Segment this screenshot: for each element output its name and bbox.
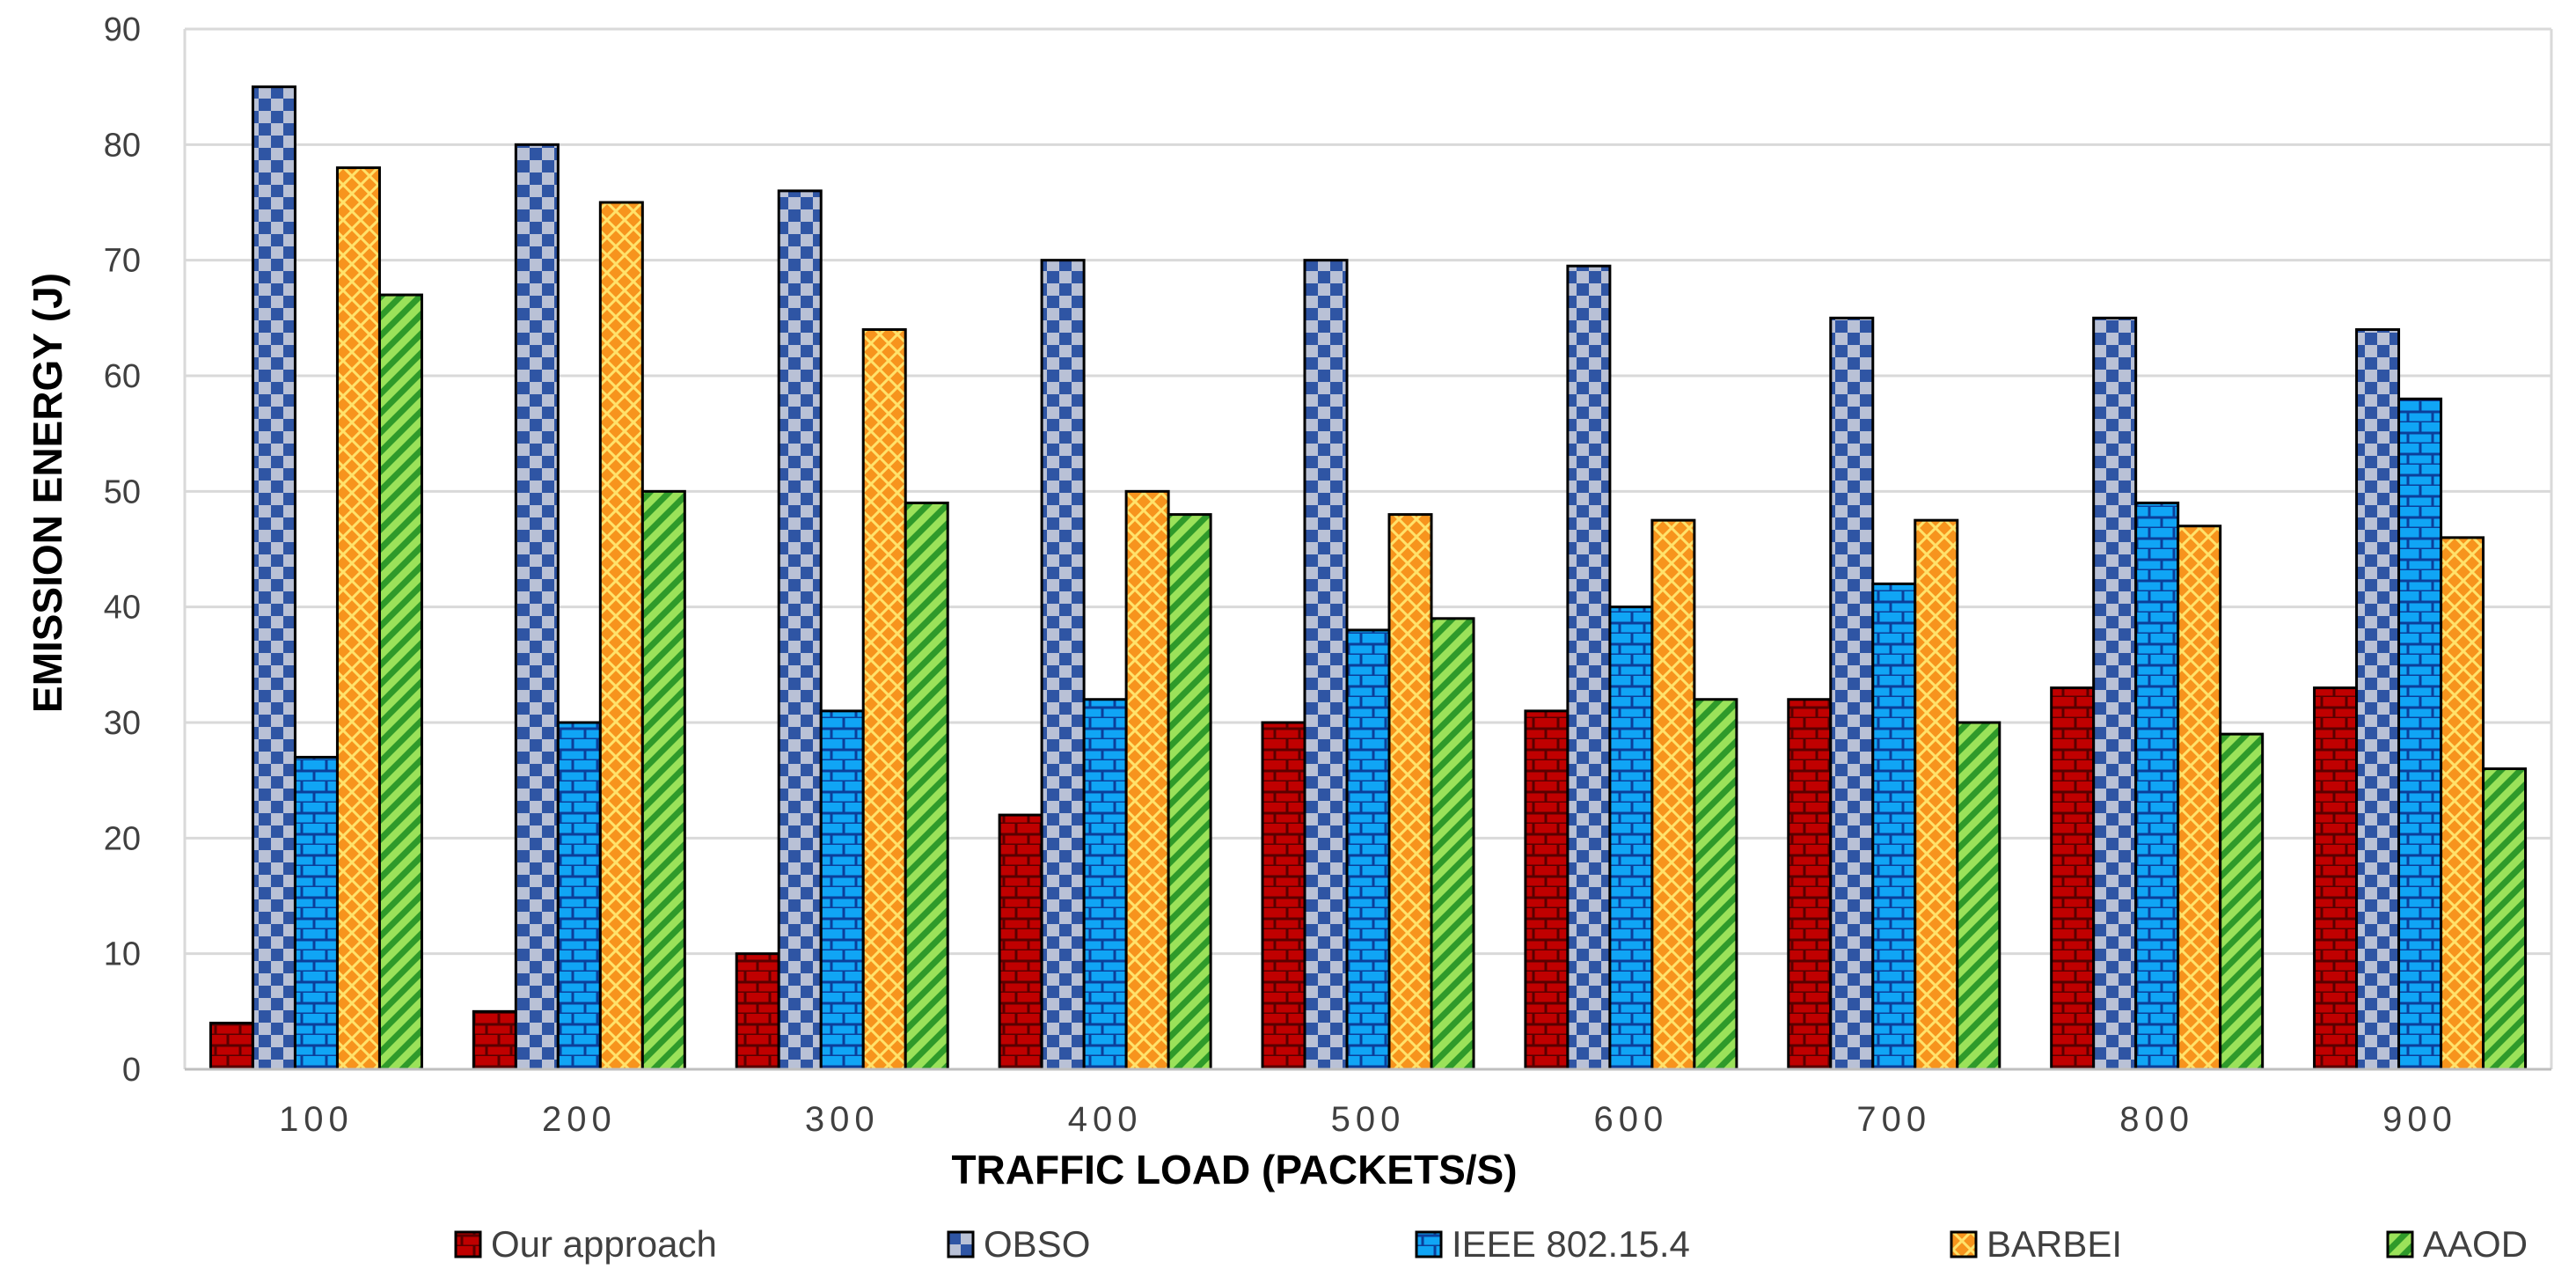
legend-label: BARBEI [1987, 1223, 2122, 1265]
legend-item-aaod: AAOD [2386, 1223, 2528, 1265]
bar-our-approach-500 [1261, 721, 1306, 1071]
bar-aaod-100 [377, 293, 423, 1071]
bar-aaod-400 [1167, 513, 1212, 1071]
bar-obso-400 [1040, 259, 1086, 1071]
bar-barbei-100 [335, 166, 381, 1071]
bar-our-approach-900 [2313, 686, 2359, 1071]
y-axis-title: EMISSION ENERGY (J) [25, 273, 70, 713]
legend-item-barbei: BARBEI [1950, 1223, 2122, 1265]
bar-aaod-700 [1956, 721, 2002, 1071]
y-tick-label: 90 [104, 11, 141, 48]
x-axis-title: TRAFFIC LOAD (PACKETS/S) [951, 1147, 1517, 1192]
x-tick-label: 300 [805, 1100, 880, 1139]
bar-ieee-802-15-4-200 [556, 721, 602, 1071]
legend-label: IEEE 802.15.4 [1452, 1223, 1690, 1265]
y-tick-label: 60 [104, 358, 141, 395]
bar-barbei-700 [1914, 518, 1959, 1071]
y-tick-label: 80 [104, 127, 141, 164]
x-tick-label: 400 [1068, 1100, 1143, 1139]
bar-obso-500 [1303, 259, 1349, 1071]
bar-barbei-600 [1650, 518, 1696, 1071]
y-tick-label: 20 [104, 820, 141, 857]
bar-obso-900 [2355, 327, 2401, 1071]
bar-obso-800 [2092, 316, 2138, 1071]
bar-group-500 [1261, 259, 1475, 1071]
legend-label: AAOD [2423, 1223, 2528, 1265]
bar-ieee-802-15-4-900 [2397, 397, 2443, 1071]
legend-label: Our approach [491, 1223, 717, 1265]
bar-ieee-802-15-4-400 [1082, 698, 1128, 1071]
bar-group-700 [1787, 316, 2002, 1071]
bar-our-approach-200 [472, 1009, 517, 1071]
bar-obso-600 [1566, 264, 1612, 1071]
bar-obso-700 [1829, 316, 1875, 1071]
x-tick-label: 500 [1331, 1100, 1406, 1139]
x-tick-label: 600 [1594, 1100, 1669, 1139]
bar-barbei-800 [2177, 525, 2222, 1071]
bar-group-100 [209, 85, 423, 1071]
bar-barbei-500 [1387, 513, 1433, 1071]
bar-ieee-802-15-4-100 [293, 755, 339, 1071]
legend-swatch [947, 1230, 975, 1258]
bar-obso-200 [514, 143, 560, 1071]
bar-obso-300 [777, 189, 823, 1071]
y-tick-label: 30 [104, 705, 141, 742]
bar-our-approach-700 [1787, 698, 1833, 1071]
bar-barbei-900 [2440, 536, 2485, 1071]
bar-aaod-300 [904, 501, 949, 1071]
y-tick-label: 0 [122, 1052, 141, 1089]
legend-item-obso: OBSO [947, 1223, 1090, 1265]
bar-aaod-500 [1430, 617, 1475, 1071]
bar-ieee-802-15-4-600 [1608, 605, 1654, 1071]
legend-swatch [1415, 1230, 1443, 1258]
legend-item-our-approach: Our approach [454, 1223, 717, 1265]
bar-our-approach-800 [2050, 686, 2096, 1071]
y-tick-label: 10 [104, 936, 141, 973]
bar-our-approach-400 [998, 813, 1043, 1071]
bar-ieee-802-15-4-700 [1871, 582, 1917, 1071]
bar-ieee-802-15-4-800 [2134, 501, 2180, 1071]
bar-barbei-200 [598, 201, 644, 1071]
legend-swatch [2386, 1230, 2414, 1258]
bar-aaod-200 [640, 489, 686, 1071]
bar-aaod-600 [1693, 698, 1738, 1071]
bar-group-200 [472, 143, 686, 1071]
bar-barbei-300 [861, 327, 907, 1071]
bar-group-800 [2050, 316, 2265, 1071]
bar-aaod-900 [2482, 767, 2528, 1071]
bar-our-approach-100 [209, 1021, 254, 1071]
bar-our-approach-600 [1524, 709, 1570, 1071]
legend-swatch [454, 1230, 482, 1258]
x-tick-label: 700 [1856, 1100, 1931, 1139]
legend-swatch [1950, 1230, 1978, 1258]
y-axis-ticks: 0 10 20 30 40 50 60 70 80 90 [104, 11, 141, 1089]
legend: Our approach OBSO IEEE 802.15.4 BARBEI AAOD [454, 1223, 2528, 1265]
x-tick-label: 800 [2119, 1100, 2194, 1139]
bar-our-approach-300 [735, 952, 780, 1071]
bar-group-900 [2313, 327, 2528, 1071]
bar-barbei-400 [1124, 489, 1170, 1071]
y-tick-label: 50 [104, 473, 141, 510]
bar-aaod-800 [2219, 732, 2265, 1071]
x-tick-label: 200 [542, 1100, 617, 1139]
bar-ieee-802-15-4-500 [1345, 628, 1391, 1071]
bar-groups [209, 85, 2528, 1071]
x-tick-label: 900 [2382, 1100, 2457, 1139]
bar-ieee-802-15-4-300 [819, 709, 865, 1071]
y-tick-label: 70 [104, 243, 141, 280]
bar-group-300 [735, 189, 949, 1071]
legend-item-ieee-802-15-4: IEEE 802.15.4 [1415, 1223, 1690, 1265]
bar-group-400 [998, 259, 1212, 1071]
x-tick-label: 100 [279, 1100, 354, 1139]
x-axis-ticks: 100 200 300 400 500 600 700 800 900 [279, 1100, 2457, 1139]
bar-obso-100 [251, 85, 296, 1071]
legend-label: OBSO [984, 1223, 1090, 1265]
bar-group-600 [1524, 264, 1738, 1071]
y-tick-label: 40 [104, 590, 141, 627]
